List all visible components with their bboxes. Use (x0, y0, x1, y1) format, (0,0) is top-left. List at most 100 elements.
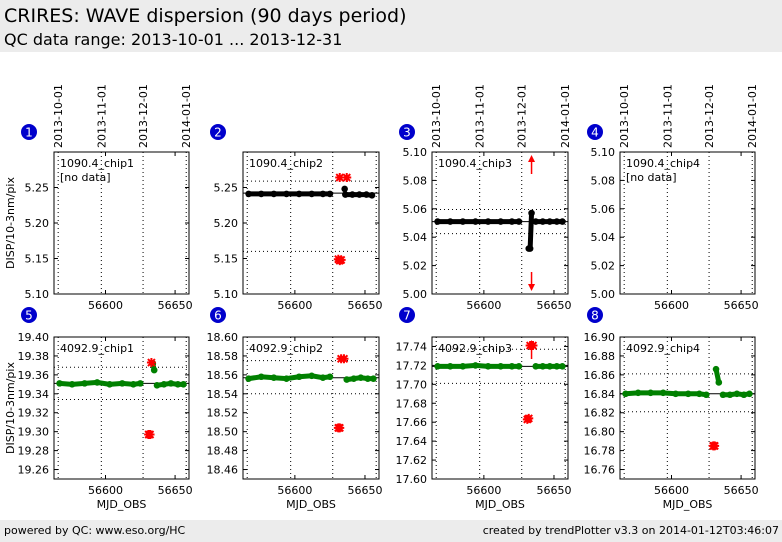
panel-7: 7 17.60 17.62 17.64 17.66 17.68 17.70 17.72 17.7… (396, 307, 571, 511)
date-tick-label: 2014-01-01 (559, 84, 572, 148)
outlier-point (335, 423, 345, 433)
panel-number: 6 (214, 309, 222, 323)
x-tick-label: 56650 (724, 484, 759, 497)
y-tick-label: 18.58 (207, 350, 239, 363)
panel-number-badge (21, 307, 37, 323)
data-point (308, 190, 316, 198)
plot-frame (242, 336, 380, 480)
date-tick-label: 2013-12-01 (703, 84, 716, 148)
x-tick-label: 56650 (158, 299, 193, 312)
y-tick-label: 18.54 (207, 388, 239, 401)
data-point (350, 375, 358, 382)
data-point (508, 363, 516, 370)
data-point (546, 363, 554, 370)
plot-frame (431, 336, 569, 480)
data-point (130, 381, 137, 388)
panel-number: 2 (214, 126, 222, 140)
x-tick-label: 56650 (347, 484, 382, 497)
data-point (446, 218, 454, 225)
y-tick-label: 17.62 (396, 454, 428, 467)
panel-number: 4 (591, 126, 599, 140)
date-tick-label: 2013-12-01 (516, 84, 529, 148)
y-tick-label: 5.04 (403, 231, 428, 244)
x-tick-label: 56600 (88, 299, 123, 312)
panel-6: 6 18.46 18.48 18.50 18.52 18.54 18.56 18.58 18.6… (207, 307, 382, 511)
y-tick-label: 5.10 (25, 288, 50, 301)
data-point (539, 363, 547, 370)
outlier-point (146, 358, 156, 368)
data-point (357, 374, 365, 382)
panel-4: 4 5.00 5.02 5.04 5.06 5.08 5.10 56600 56650 2013-… (587, 84, 759, 312)
outlier-point (145, 430, 155, 440)
y-tick-label: 5.00 (591, 288, 616, 301)
y-tick-label: 17.68 (396, 397, 428, 410)
panel-8: 8 16.76 16.78 16.80 16.82 16.84 16.86 16.88 16.9… (584, 307, 759, 511)
data-point (659, 389, 667, 397)
data-point (180, 381, 187, 388)
y-tick-label: 5.20 (25, 217, 50, 230)
x-tick-label: 56600 (654, 299, 689, 312)
y-tick-label: 19.26 (18, 464, 50, 477)
y-tick-label: 5.02 (591, 260, 616, 273)
data-point (497, 363, 505, 370)
y-tick-label: 5.08 (403, 174, 428, 187)
date-tick-label: 2013-11-01 (474, 84, 487, 148)
data-point (326, 373, 334, 381)
y-tick-label: 17.60 (396, 473, 428, 486)
data-point (539, 218, 547, 225)
panel-number: 7 (403, 309, 411, 323)
data-point (342, 191, 349, 198)
y-tick-label: 5.15 (214, 253, 239, 266)
y-tick-label: 5.02 (403, 260, 428, 273)
y-tick-label: 5.25 (214, 182, 239, 195)
y-tick-label: 5.10 (214, 288, 239, 301)
data-point (295, 373, 303, 381)
plot-frame (242, 151, 380, 295)
y-tick-label: 5.10 (591, 146, 616, 159)
data-point (270, 374, 278, 382)
y-tick-label: 17.72 (396, 359, 428, 372)
data-point (349, 191, 356, 198)
y-tick-label: 18.50 (207, 426, 239, 439)
header-bar: CRIRES: WAVE dispersion (90 days period)… (0, 0, 782, 52)
data-point (484, 363, 492, 370)
x-tick-label: 56650 (724, 299, 759, 312)
y-axis-label: DISP/10-3nm/pix (4, 362, 17, 454)
data-point (319, 190, 327, 198)
y-tick-label: 5.20 (214, 217, 239, 230)
panel-label: 4092.9_chip2 (249, 342, 323, 355)
data-point (150, 366, 158, 374)
data-point (719, 391, 727, 399)
y-tick-label: 18.48 (207, 445, 239, 458)
panel-label: 1090.4_chip4 (626, 157, 700, 170)
y-tick-label: 19.28 (18, 445, 50, 458)
panel-number-badge (587, 307, 603, 323)
y-tick-label: 5.08 (591, 174, 616, 187)
footer-bar: powered by QC: www.eso.org/HC created by… (0, 520, 782, 542)
data-point (622, 390, 629, 398)
page-title: CRIRES: WAVE dispersion (90 days period) (4, 5, 407, 27)
data-point (472, 362, 479, 369)
data-point (715, 379, 723, 386)
data-point (257, 190, 265, 198)
data-point (472, 218, 479, 225)
y-tick-label: 18.52 (207, 407, 239, 420)
data-point (528, 209, 535, 217)
y-tick-label: 18.60 (207, 331, 239, 344)
data-point (446, 363, 454, 370)
x-tick-label: 56600 (466, 484, 501, 497)
data-point (364, 375, 372, 382)
data-point (515, 218, 523, 225)
data-point (684, 390, 692, 398)
data-point (363, 191, 370, 198)
data-point (295, 190, 303, 198)
y-tick-label: 17.70 (396, 378, 428, 391)
y-tick-label: 16.82 (584, 407, 616, 420)
data-point (136, 380, 144, 387)
y-tick-label: 17.74 (396, 340, 428, 353)
data-point (308, 372, 316, 380)
panel-label: 4092.9_chip3 (438, 342, 512, 355)
y-tick-label: 19.30 (18, 426, 50, 439)
data-point (257, 373, 265, 381)
y-tick-label: 16.88 (584, 350, 616, 363)
